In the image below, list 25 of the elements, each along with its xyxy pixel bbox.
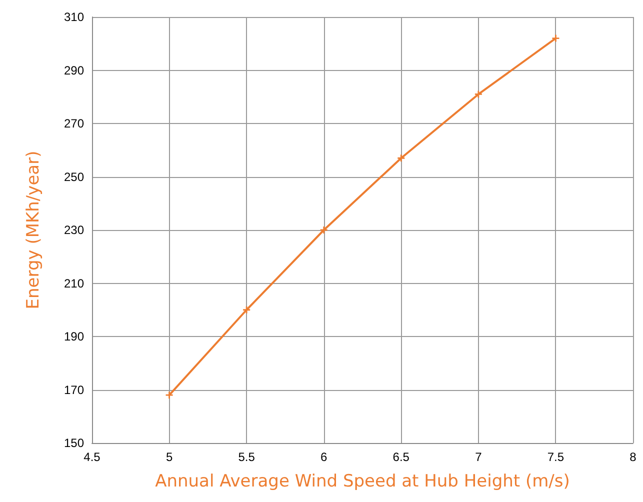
x-tick-label: 5 [166,450,173,464]
y-tick-label: 150 [64,436,84,450]
point [320,226,328,234]
y-tick-label: 230 [64,223,84,237]
y-tick-label: 190 [64,330,84,344]
x-tick-label: 7.5 [547,450,564,464]
point [474,90,482,98]
x-tick-label: 5.5 [238,450,256,464]
y-axis-title: Energy (MKh/year) [24,150,44,310]
y-tick-label: 270 [64,116,84,130]
y-tick-label: 170 [64,382,84,397]
point [552,34,560,42]
point [166,392,173,399]
x-tick-label: 8 [630,450,637,464]
y-tick-label: 290 [64,63,84,78]
point [243,306,250,314]
x-tick-label: 4.5 [84,450,101,464]
point [398,154,405,162]
y-tick-label: 210 [64,276,84,290]
x-axis-title: Annual Average Wind Speed at Hub Height (m/s) [155,472,570,492]
y-tick-label: 310 [64,10,84,24]
y-tick-label: 250 [64,170,84,184]
x-tick-label: 6 [320,450,328,464]
x-tick-label: 7 [475,450,482,464]
x-tick-label: 6.5 [392,450,410,464]
